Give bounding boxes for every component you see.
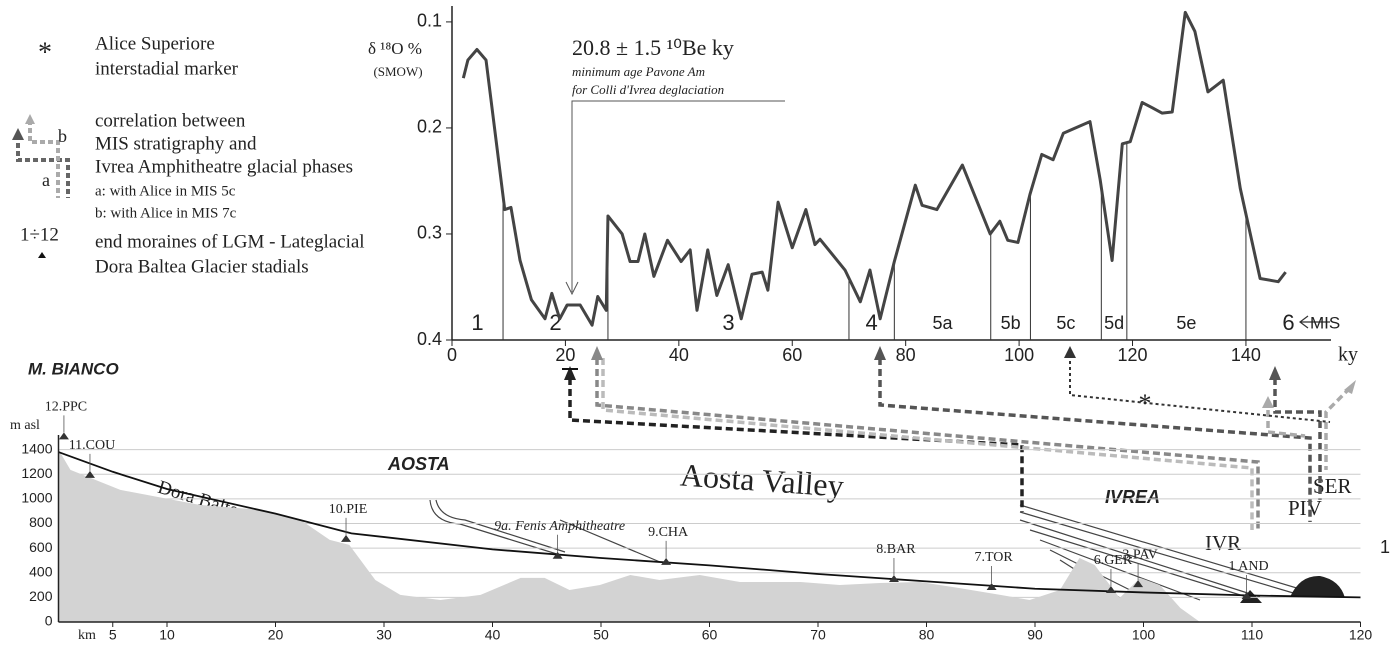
site-label: 9.CHA bbox=[648, 525, 689, 540]
correlation-arrows bbox=[570, 355, 1350, 530]
x-tick-label: 60 bbox=[702, 627, 718, 643]
mis-label: 5e bbox=[1176, 313, 1196, 333]
annotation: for Colli d'Ivrea deglaciation bbox=[572, 82, 724, 97]
site-marker bbox=[341, 535, 351, 542]
region-label: AOSTA bbox=[387, 454, 450, 474]
legend-triangle bbox=[38, 252, 46, 258]
x-axis-label: ky bbox=[1338, 344, 1358, 366]
annotation-arrow bbox=[566, 101, 785, 294]
x-tick-label: 50 bbox=[593, 627, 609, 643]
x-tick-label: 70 bbox=[810, 627, 826, 643]
mis-label: 5b bbox=[1001, 313, 1021, 333]
legend-arrow bbox=[12, 128, 24, 140]
annotation: minimum age Pavone Am bbox=[572, 64, 705, 79]
site-label: 7.TOR bbox=[974, 550, 1013, 565]
region-label: Aosta Valley bbox=[679, 456, 845, 503]
x-tick-label: 120 bbox=[1349, 627, 1373, 643]
y-tick-label: 800 bbox=[29, 514, 53, 530]
y-tick-label: 400 bbox=[29, 563, 53, 579]
legend-icon-label: b bbox=[58, 126, 67, 146]
legend-text: Alice Superiore bbox=[95, 33, 215, 54]
site-label: 12.PPC bbox=[45, 400, 87, 415]
x-tick-label: 100 bbox=[1132, 627, 1156, 643]
legend-text: end moraines of LGM - Lateglacial bbox=[95, 231, 365, 252]
y-tick-label: 200 bbox=[29, 588, 53, 604]
legend-text: correlation between bbox=[95, 110, 246, 131]
mis-label: 5c bbox=[1056, 313, 1075, 333]
legend-symbol: 1÷12 bbox=[20, 224, 59, 245]
mis-label: 6 bbox=[1282, 310, 1294, 335]
x-tick-label: 60 bbox=[782, 345, 802, 365]
y-tick-label: 1000 bbox=[21, 490, 52, 506]
chart-title: M. BIANCO bbox=[28, 359, 119, 378]
mis-label: 5a bbox=[933, 313, 954, 333]
y-tick-label: 0.3 bbox=[417, 223, 442, 243]
x-tick-label: 110 bbox=[1241, 627, 1264, 643]
x-tick-label: 80 bbox=[896, 345, 916, 365]
moraine-body bbox=[1290, 576, 1345, 598]
x-tick-label: 5 bbox=[109, 627, 117, 643]
x-tick-label: 20 bbox=[268, 627, 284, 643]
site-label: 9a. Fenis Amphitheatre bbox=[494, 519, 625, 534]
site-label: 3.PAV bbox=[1122, 547, 1157, 562]
x-axis-label: km bbox=[78, 628, 96, 643]
mis-label: 5d bbox=[1104, 313, 1124, 333]
x-tick-label: 90 bbox=[1027, 627, 1043, 643]
legend-text: Ivrea Amphitheatre glacial phases bbox=[95, 156, 353, 177]
phase-label: PIV bbox=[1288, 496, 1322, 520]
y-tick-label: 0.4 bbox=[417, 329, 442, 349]
site-label: 10.PIE bbox=[329, 502, 368, 517]
site-label: 11.COU bbox=[69, 438, 116, 453]
annotation: 20.8 ± 1.5 ¹⁰Be ky bbox=[572, 35, 734, 60]
figure: * Alice Superiore interstadial marker b … bbox=[0, 0, 1400, 649]
alice-marker: * bbox=[1139, 389, 1152, 418]
x-tick-label: 30 bbox=[376, 627, 392, 643]
x-tick-label: 0 bbox=[447, 345, 457, 365]
mis-label: 2 bbox=[549, 310, 561, 335]
legend-star: * bbox=[38, 37, 52, 68]
legend-icon-label: a bbox=[42, 170, 50, 190]
page: {"chart_data": [ {"type": "line", "ylabe… bbox=[0, 0, 1400, 649]
site-marker bbox=[59, 432, 69, 439]
y-tick-label: 0 bbox=[45, 613, 53, 629]
legend-text: interstadial marker bbox=[95, 58, 239, 79]
mis-label: 3 bbox=[722, 310, 734, 335]
x-tick-label: 100 bbox=[1004, 345, 1034, 365]
legend-text: a: with Alice in MIS 5c bbox=[95, 183, 236, 199]
phase-label: 1 bbox=[1380, 537, 1390, 557]
y-tick-label: 0.2 bbox=[417, 117, 442, 137]
y-axis-label: m asl bbox=[10, 418, 40, 433]
y-tick-label: 1200 bbox=[21, 465, 52, 481]
x-tick-label: 20 bbox=[555, 345, 575, 365]
y-tick-label: 1400 bbox=[21, 440, 52, 456]
y-axis-label: δ ¹⁸O % bbox=[368, 39, 422, 58]
legend-text: MIS stratigraphy and bbox=[95, 133, 257, 154]
site-label: 1 AND bbox=[1229, 559, 1269, 574]
y-tick-label: 0.1 bbox=[417, 11, 442, 31]
x-tick-label: 40 bbox=[669, 345, 689, 365]
legend-arrow bbox=[25, 114, 35, 124]
x-tick-label: 120 bbox=[1117, 345, 1147, 365]
legend-text: b: with Alice in MIS 7c bbox=[95, 205, 237, 221]
y-tick-label: 600 bbox=[29, 539, 53, 555]
mis-label: 4 bbox=[866, 310, 878, 335]
x-tick-label: 10 bbox=[159, 627, 175, 643]
mis-title: MIS bbox=[1310, 313, 1340, 332]
x-tick-label: 80 bbox=[919, 627, 935, 643]
site-label: 8.BAR bbox=[876, 542, 916, 557]
phase-label: IVR bbox=[1205, 531, 1241, 555]
x-tick-label: 140 bbox=[1231, 345, 1261, 365]
region-label: IVREA bbox=[1105, 487, 1160, 507]
mis-label: 1 bbox=[471, 310, 483, 335]
y-axis-label: (SMOW) bbox=[373, 64, 422, 79]
x-tick-label: 40 bbox=[485, 627, 501, 643]
legend-text: Dora Baltea Glacier stadials bbox=[95, 256, 309, 277]
